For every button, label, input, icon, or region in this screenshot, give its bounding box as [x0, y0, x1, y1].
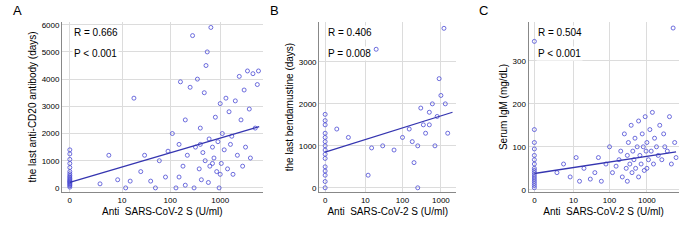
svg-text:100: 100: [164, 196, 178, 205]
svg-text:P < 0.001: P < 0.001: [538, 48, 581, 59]
svg-text:1000: 1000: [638, 196, 656, 205]
svg-text:0: 0: [532, 196, 537, 205]
svg-text:4000: 4000: [42, 75, 60, 84]
svg-text:1000: 1000: [42, 157, 60, 166]
svg-text:C: C: [479, 3, 488, 18]
svg-text:0: 0: [312, 184, 317, 193]
svg-text:R = 0.666: R = 0.666: [74, 27, 118, 38]
svg-text:3000: 3000: [42, 102, 60, 111]
svg-text:10: 10: [569, 196, 578, 205]
svg-text:3000: 3000: [299, 58, 317, 67]
svg-text:Anti SARS-CoV-2 S (U/ml): Anti SARS-CoV-2 S (U/ml): [543, 206, 664, 217]
svg-text:2000: 2000: [42, 129, 60, 138]
svg-text:0: 0: [323, 196, 328, 205]
svg-text:300: 300: [513, 57, 527, 66]
svg-text:0: 0: [55, 184, 60, 193]
svg-text:the last anti-CD20 antibody (d: the last anti-CD20 antibody (days): [27, 31, 38, 182]
svg-text:Serum IgM (mg/dL): Serum IgM (mg/dL): [498, 64, 509, 150]
svg-text:0: 0: [68, 196, 73, 205]
svg-text:6000: 6000: [42, 21, 60, 30]
svg-text:the last bendamustine (days): the last bendamustine (days): [284, 43, 295, 171]
svg-text:100: 100: [396, 196, 410, 205]
svg-text:1000: 1000: [432, 196, 450, 205]
svg-text:P < 0.001: P < 0.001: [74, 48, 117, 59]
svg-text:Anti SARS-CoV-2 S (U/ml): Anti SARS-CoV-2 S (U/ml): [102, 206, 223, 217]
svg-text:100: 100: [513, 143, 527, 152]
svg-text:10: 10: [118, 196, 127, 205]
svg-text:R = 0.504: R = 0.504: [538, 27, 582, 38]
svg-text:200: 200: [513, 100, 527, 109]
svg-text:B: B: [270, 3, 279, 18]
svg-text:R = 0.406: R = 0.406: [328, 27, 372, 38]
svg-text:1000: 1000: [211, 196, 229, 205]
svg-text:2000: 2000: [299, 100, 317, 109]
svg-text:5000: 5000: [42, 48, 60, 57]
svg-text:10: 10: [361, 196, 370, 205]
svg-text:P = 0.008: P = 0.008: [328, 48, 371, 59]
svg-text:A: A: [13, 3, 22, 18]
svg-text:0: 0: [521, 186, 526, 195]
svg-text:Anti SARS-CoV-2 S (U/ml): Anti SARS-CoV-2 S (U/ml): [327, 206, 448, 217]
svg-text:100: 100: [603, 196, 617, 205]
svg-text:1000: 1000: [299, 142, 317, 151]
